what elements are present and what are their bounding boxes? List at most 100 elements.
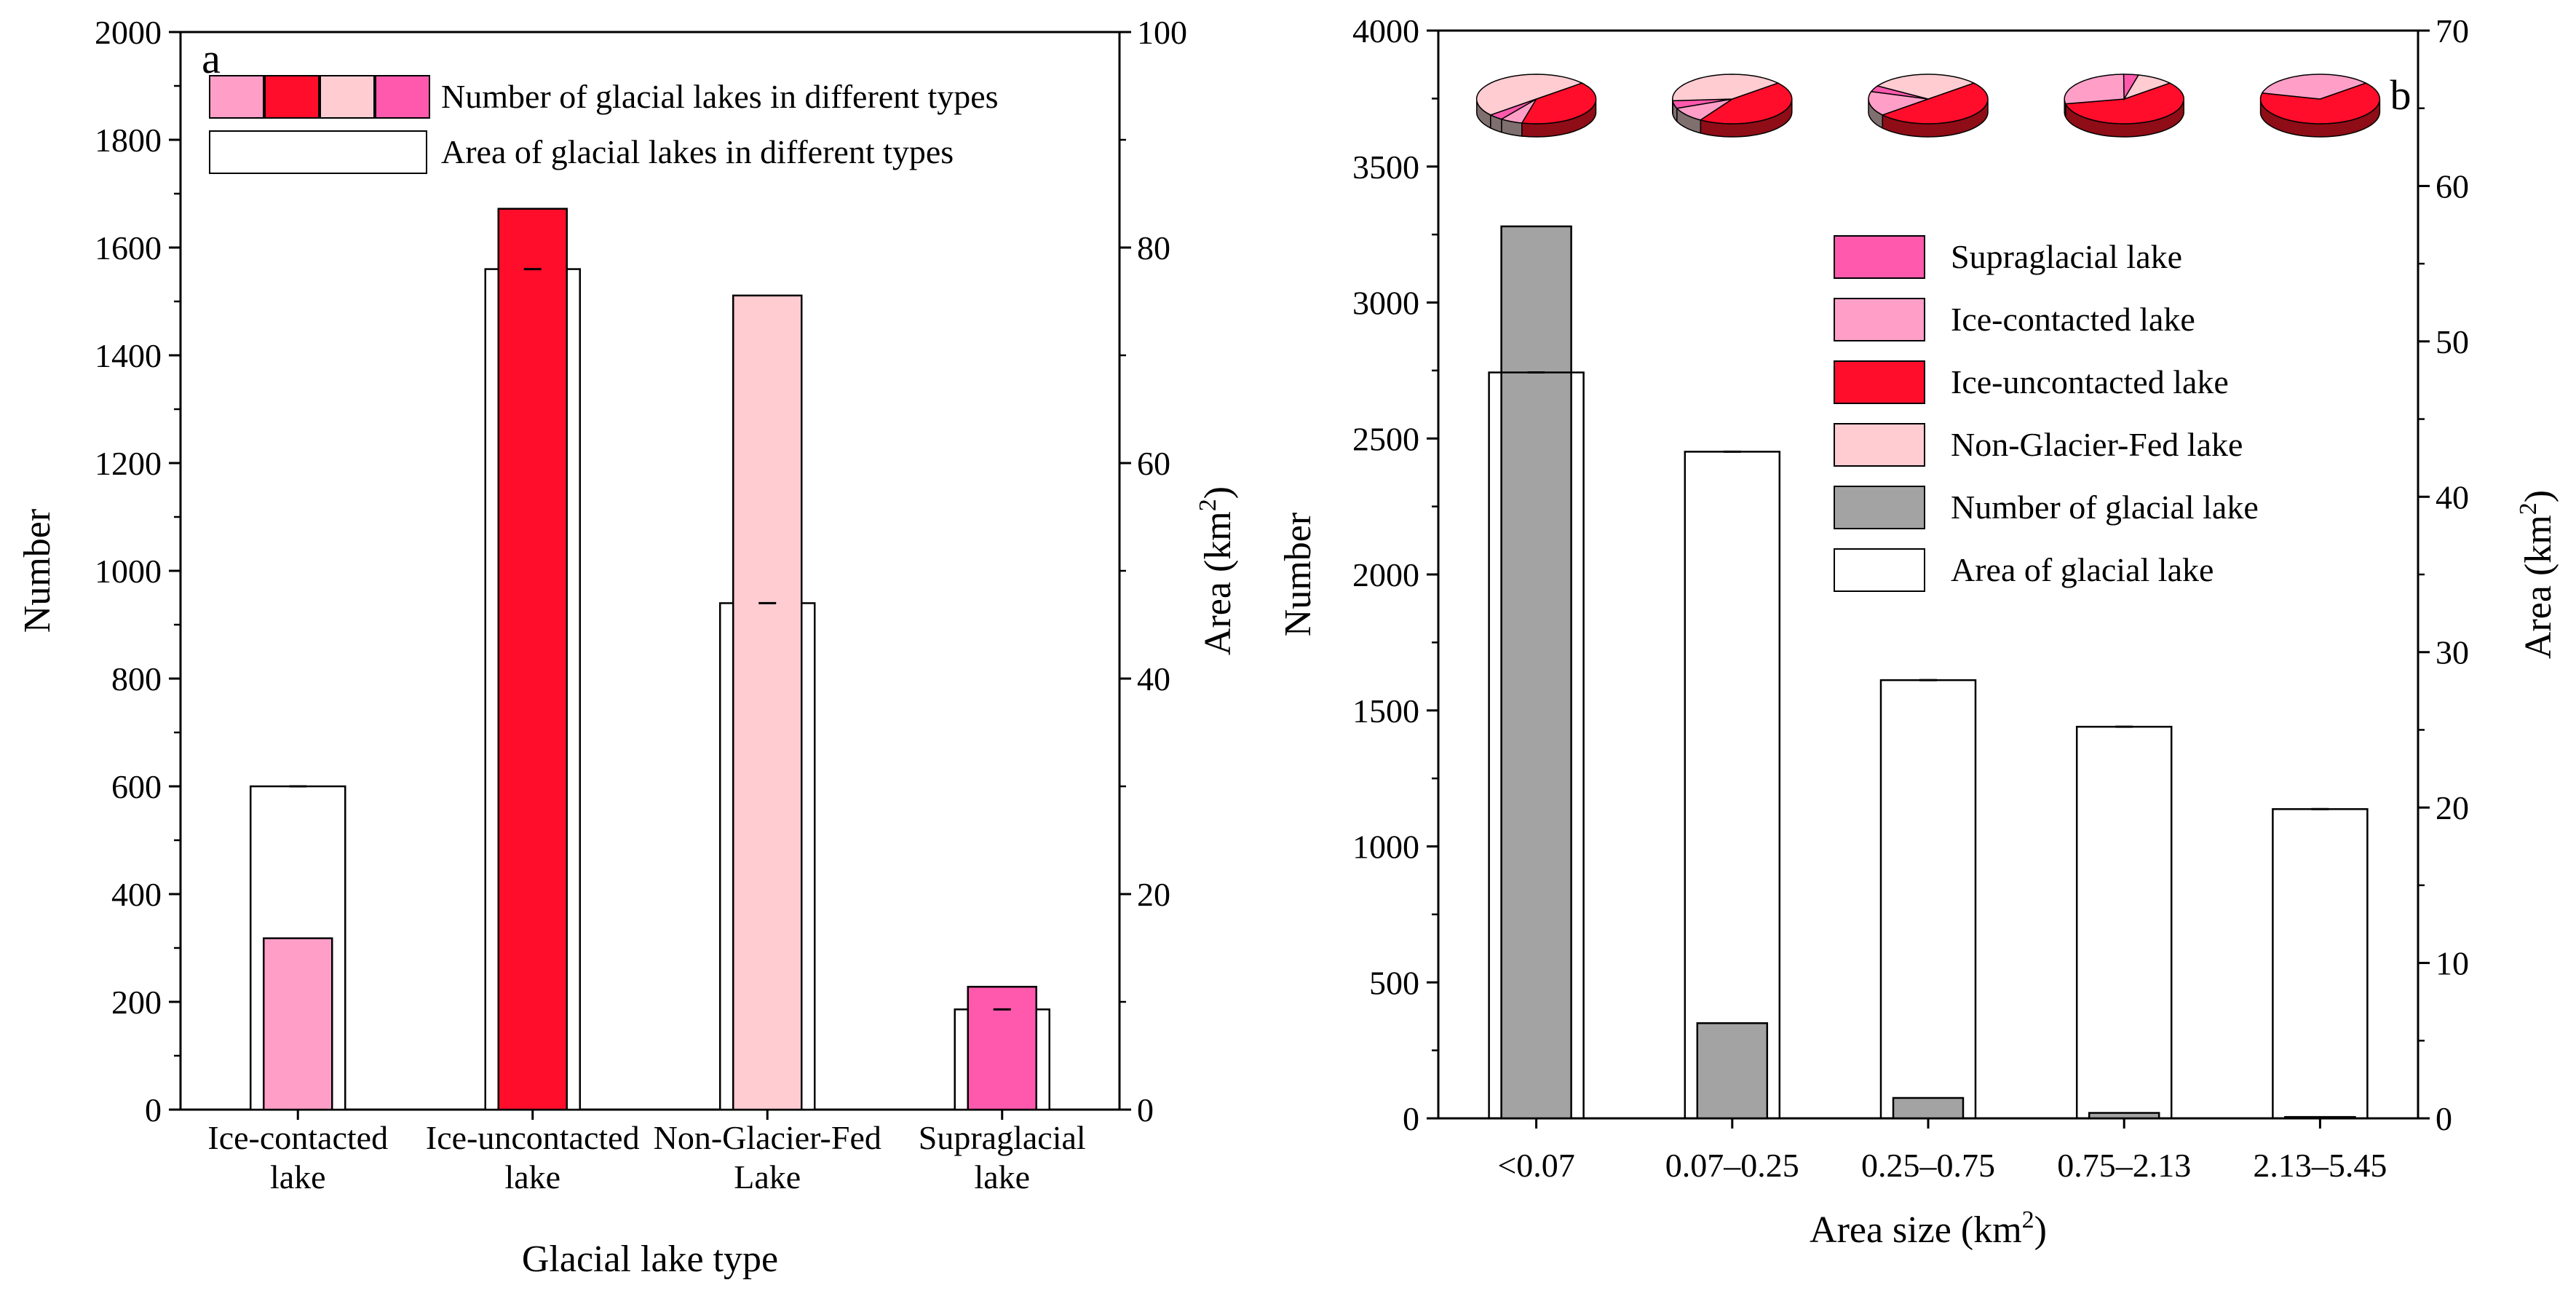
panel-b-legend-label: Number of glacial lake [1951,489,2259,526]
panel-a-left-tick-label: 1000 [95,553,162,590]
panel-b-legend-swatch [1834,548,1925,592]
panel-b-letter: b [2390,71,2411,119]
panel-a-legend-swatch [209,75,264,119]
panel-b-left-tick-label: 3000 [1352,285,1419,322]
panel-b-pie-slice [1489,98,1537,120]
panel-b-left-tick-label: 1500 [1352,692,1419,730]
panel-a-legend-swatch [320,75,375,119]
panel-b-pie-slice [2064,74,2125,105]
panel-b-pie-slice [1672,74,1780,102]
panel-b-number-bar [1500,225,1572,1120]
panel-b-x-tick-label: <0.07 [1497,1147,1574,1184]
panel-b-pie-slice [1672,98,1732,109]
panel-b-left-tick-label: 0 [1403,1100,1419,1137]
panel-a-right-tick-label: 80 [1137,229,1170,266]
panel-b-y-right-axis-title-base: Area (km [2518,515,2559,659]
panel-a-legend-label-area: Area of glacial lakes in different types [441,133,954,170]
panel-b-number-bar [1696,1022,1769,1120]
panel-b-right-tick-label: 20 [2436,789,2469,826]
panel-b-pie-slice [1521,82,1597,125]
panel-a-number-bar [732,294,803,1111]
panel-b-pie-slice [2123,74,2171,100]
panel-b-pie-slice [1881,82,1989,125]
panel-b-legend-label: Supraglacial lake [1951,238,2182,275]
panel-a-left-tick-label: 2000 [95,14,162,51]
panel-b-left-tick-label: 500 [1369,964,1419,1001]
panel-a-left-tick-label: 600 [111,768,162,805]
panel-a-y-right-axis-title-base: Area (km [1197,511,1239,655]
panel-a-x-tick-label: lake [504,1158,560,1196]
panel-b-right-tick-label: 10 [2436,945,2469,982]
panel-a-x-tick-label: lake [270,1158,326,1196]
panel-b-legend-swatch [1834,235,1925,279]
panel-b-pie-slice [1500,97,1538,124]
panel-b-right-tick-label: 50 [2436,323,2469,360]
panel-a-left-tick-label: 1600 [95,229,162,266]
panel-b-left-tick-label: 3500 [1352,149,1419,186]
panel-b-pie-slice [1676,98,1733,121]
panel-a-number-bar [263,937,333,1111]
panel-b-legend-label: Area of glacial lake [1951,551,2214,588]
panel-b-right-tick-label: 60 [2436,167,2469,205]
panel-b-y-right-axis-title-end: ) [2518,490,2559,502]
panel-a-left-tick-label: 1800 [95,122,162,159]
panel-a-right-tick-label: 100 [1137,14,1187,51]
panel-b-left-tick-label: 1000 [1352,829,1419,866]
panel-a-y-right-axis-title-end: ) [1197,486,1239,499]
panel-b-right-tick-label: 40 [2436,478,2469,515]
panel-a-right-tick-label: 0 [1137,1091,1154,1129]
panel-a-legend-label-number: Number of glacial lakes in different typ… [441,78,999,115]
panel-b-left-tick-label: 2000 [1352,556,1419,593]
panel-b-x-tick-label: 0.75–2.13 [2057,1147,2191,1184]
panel-a-left-tick-label: 400 [111,876,162,913]
panel-b-number-bar [1892,1097,1965,1120]
panel-a-x-tick-label: lake [974,1158,1030,1196]
panel-b-y-axis-title: Number [1277,513,1319,636]
panel-b-x-axis-title-base: Area size (km [1810,1209,2022,1251]
panel-b-right-tick-label: 70 [2436,12,2469,50]
panel-b-legend-swatch [1834,423,1925,467]
panel-a-right-tick-label: 60 [1137,445,1170,482]
panel-b-legend-swatch [1834,360,1925,404]
panel-a-left-tick-label: 0 [145,1091,162,1129]
panel-a-x-axis-title: Glacial lake type [522,1238,778,1280]
panel-b-left-tick-label: 4000 [1352,12,1419,50]
panel-b-legend-swatch [1834,298,1925,341]
panel-b-right-tick-label: 30 [2436,634,2469,671]
panel-a-x-tick-label: Ice-uncontacted [426,1119,640,1156]
panel-a-number-bar [497,208,568,1111]
panel-b-x-axis-title: Area size (km2) [1810,1206,2047,1251]
panel-b-y-right-axis-title: Area (km2) [2515,490,2559,659]
panel-b-pie-slice [2261,74,2368,100]
panel-b-pie-slice [1876,74,1975,100]
panel-a-y-right-axis-title-sup: 2 [1194,499,1221,511]
panel-a-legend-swatch [375,75,430,119]
panel-a-x-tick-label: Ice-contacted [207,1119,388,1156]
panel-a-left-tick-label: 1200 [95,445,162,482]
panel-a-left-tick-label: 1400 [95,337,162,374]
panel-a-number-bar [967,986,1037,1111]
panel-b-x-axis-title-end: ) [2034,1209,2047,1251]
panel-b-x-tick-label: 0.07–0.25 [1665,1147,1799,1184]
panel-a-y-axis-title: Number [17,509,58,633]
panel-b-x-tick-label: 0.25–0.75 [1861,1147,1995,1184]
panel-b-legend-swatch [1834,486,1925,529]
panel-a-right-tick-label: 20 [1137,876,1170,913]
panel-b-y-right-axis-title-sup: 2 [2515,502,2542,515]
panel-b-legend-label: Ice-contacted lake [1951,301,2195,338]
panel-b-legend-label: Ice-uncontacted lake [1951,363,2229,400]
panel-b-pie-slice [2259,82,2381,125]
panel-a-legend-swatch [264,75,320,119]
panel-a-y-right-axis-title: Area (km2) [1194,486,1239,655]
panel-a-left-tick-label: 200 [111,984,162,1021]
panel-a-right-tick-label: 40 [1137,660,1170,698]
panel-b-x-axis-title-sup: 2 [2022,1206,2034,1233]
panel-b-legend-label: Non-Glacier-Fed lake [1951,426,2243,463]
panel-a-legend-swatch-area [209,130,427,174]
panel-b-pie-slice [1699,82,1793,125]
panel-a-x-tick-label: Non-Glacier-Fed [654,1119,881,1156]
panel-b-pie-slice [2064,82,2184,125]
panel-b-pie-slice [1475,74,1584,116]
